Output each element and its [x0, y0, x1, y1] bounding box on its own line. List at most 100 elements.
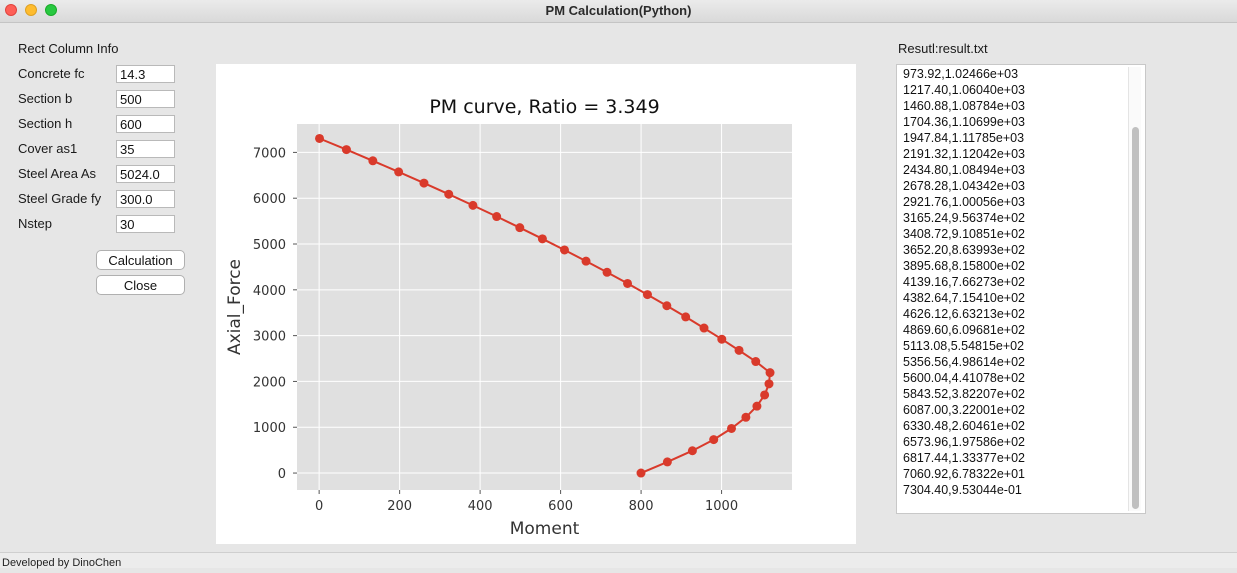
- data-point: [341, 145, 351, 155]
- window-title: PM Calculation(Python): [545, 3, 692, 18]
- result-line: 5113.08,5.54815e+02: [903, 339, 1025, 353]
- result-line: 2678.28,1.04342e+03: [903, 179, 1025, 193]
- y-axis-label: Axial_Force: [225, 259, 245, 355]
- title-bar: PM Calculation(Python): [0, 0, 1237, 23]
- result-line: 2921.76,1.00056e+03: [903, 195, 1025, 209]
- data-point: [623, 278, 633, 288]
- section-b-input[interactable]: [116, 90, 175, 108]
- steel-grade-label: Steel Grade fy: [18, 191, 102, 206]
- result-line: 6330.48,2.60461e+02: [903, 419, 1025, 433]
- cover-as1-label: Cover as1: [18, 141, 78, 156]
- x-axis-label: Moment: [510, 519, 580, 539]
- data-point: [419, 178, 429, 188]
- data-point: [681, 312, 691, 322]
- close-button[interactable]: Close: [96, 275, 185, 295]
- result-line: 4626.12,6.63213e+02: [903, 307, 1025, 321]
- section-h-label: Section h: [18, 116, 73, 131]
- result-line: 3165.24,9.56374e+02: [903, 211, 1025, 225]
- result-line: 1460.88,1.08784e+03: [903, 99, 1025, 113]
- concrete-fc-input[interactable]: [116, 65, 175, 83]
- result-line: 973.92,1.02466e+03: [903, 67, 1019, 81]
- results-textbox[interactable]: 973.92,1.02466e+03 1217.40,1.06040e+03 146…: [896, 64, 1146, 514]
- steel-grade-input[interactable]: [116, 190, 175, 208]
- result-line: 2191.32,1.12042e+03: [903, 147, 1025, 161]
- chart-title: PM curve, Ratio = 3.349: [429, 96, 659, 118]
- y-tick-label: 6000: [253, 192, 286, 207]
- result-line: 6817.44,1.33377e+02: [903, 451, 1025, 465]
- result-line: 1704.36,1.10699e+03: [903, 115, 1025, 129]
- data-point: [560, 245, 570, 255]
- result-line: 3408.72,9.10851e+02: [903, 227, 1025, 241]
- concrete-fc-label: Concrete fc: [18, 66, 85, 81]
- data-point: [751, 357, 761, 367]
- data-point: [602, 267, 612, 277]
- y-tick-label: 3000: [253, 330, 286, 345]
- section-h-input[interactable]: [116, 115, 175, 133]
- maximize-window-button[interactable]: [45, 4, 57, 16]
- data-point: [444, 189, 454, 199]
- calculation-button[interactable]: Calculation: [96, 250, 185, 270]
- y-tick-label: 2000: [253, 375, 286, 390]
- y-tick-label: 7000: [253, 146, 286, 161]
- scrollbar-thumb[interactable]: [1132, 127, 1139, 509]
- x-tick-label: 1000: [705, 499, 738, 514]
- data-point: [760, 390, 770, 400]
- result-line: 4139.16,7.66273e+02: [903, 275, 1025, 289]
- data-point: [765, 368, 775, 378]
- x-tick-label: 200: [387, 499, 412, 514]
- result-line: 3652.20,8.63993e+02: [903, 243, 1025, 257]
- result-line: 2434.80,1.08494e+03: [903, 163, 1025, 177]
- data-point: [468, 200, 478, 210]
- section-title: Rect Column Info: [18, 41, 119, 56]
- nstep-label: Nstep: [18, 216, 52, 231]
- data-point: [662, 301, 672, 311]
- data-point: [699, 323, 709, 333]
- status-bar: Developed by DinoChen: [0, 552, 1237, 569]
- data-point: [368, 156, 378, 166]
- x-tick-label: 800: [629, 499, 654, 514]
- x-tick-label: 400: [468, 499, 493, 514]
- data-point: [741, 412, 751, 422]
- result-line: 4382.64,7.15410e+02: [903, 291, 1025, 305]
- data-point: [734, 345, 744, 355]
- results-label: Resutl:result.txt: [898, 41, 988, 56]
- result-line: 6087.00,3.22001e+02: [903, 403, 1025, 417]
- result-line: 7304.40,9.53044e-01: [903, 483, 1022, 497]
- results-list: 973.92,1.02466e+03 1217.40,1.06040e+03 146…: [903, 66, 1025, 498]
- result-line: 3895.68,8.15800e+02: [903, 259, 1025, 273]
- result-line: 6573.96,1.97586e+02: [903, 435, 1025, 449]
- plot-area: [297, 124, 792, 490]
- nstep-input[interactable]: [116, 215, 175, 233]
- cover-as1-input[interactable]: [116, 140, 175, 158]
- data-point: [537, 234, 547, 244]
- data-point: [315, 133, 325, 143]
- result-line: 5600.04,4.41078e+02: [903, 371, 1025, 385]
- steel-area-input[interactable]: [116, 165, 175, 183]
- y-tick-label: 0: [278, 467, 286, 482]
- pm-curve-chart: 0 200 400 600 800 1000 0 1000 2000 3000 4000 5000 60…: [225, 96, 792, 539]
- data-point: [752, 401, 762, 411]
- data-point: [726, 423, 736, 433]
- data-point: [515, 223, 525, 233]
- data-point: [636, 468, 646, 478]
- data-point: [642, 290, 652, 300]
- section-b-label: Section b: [18, 91, 73, 106]
- results-scrollbar[interactable]: [1128, 67, 1141, 511]
- y-tick-label: 1000: [253, 421, 286, 436]
- result-line: 5356.56,4.98614e+02: [903, 355, 1025, 369]
- data-point: [709, 435, 719, 445]
- data-point: [717, 334, 727, 344]
- result-line: 7060.92,6.78322e+01: [903, 467, 1025, 481]
- chart-panel: 0 200 400 600 800 1000 0 1000 2000 3000 4000 5000 60…: [216, 64, 856, 544]
- data-point: [581, 256, 591, 266]
- data-point: [764, 379, 774, 389]
- result-line: 4869.60,6.09681e+02: [903, 323, 1025, 337]
- x-tick-label: 600: [548, 499, 573, 514]
- steel-area-label: Steel Area As: [18, 166, 97, 181]
- result-line: 1947.84,1.11785e+03: [903, 131, 1025, 145]
- data-point: [492, 212, 502, 222]
- close-window-button[interactable]: [5, 4, 17, 16]
- result-line: 1217.40,1.06040e+03: [903, 83, 1025, 97]
- minimize-window-button[interactable]: [25, 4, 37, 16]
- result-line: 5843.52,3.82207e+02: [903, 387, 1025, 401]
